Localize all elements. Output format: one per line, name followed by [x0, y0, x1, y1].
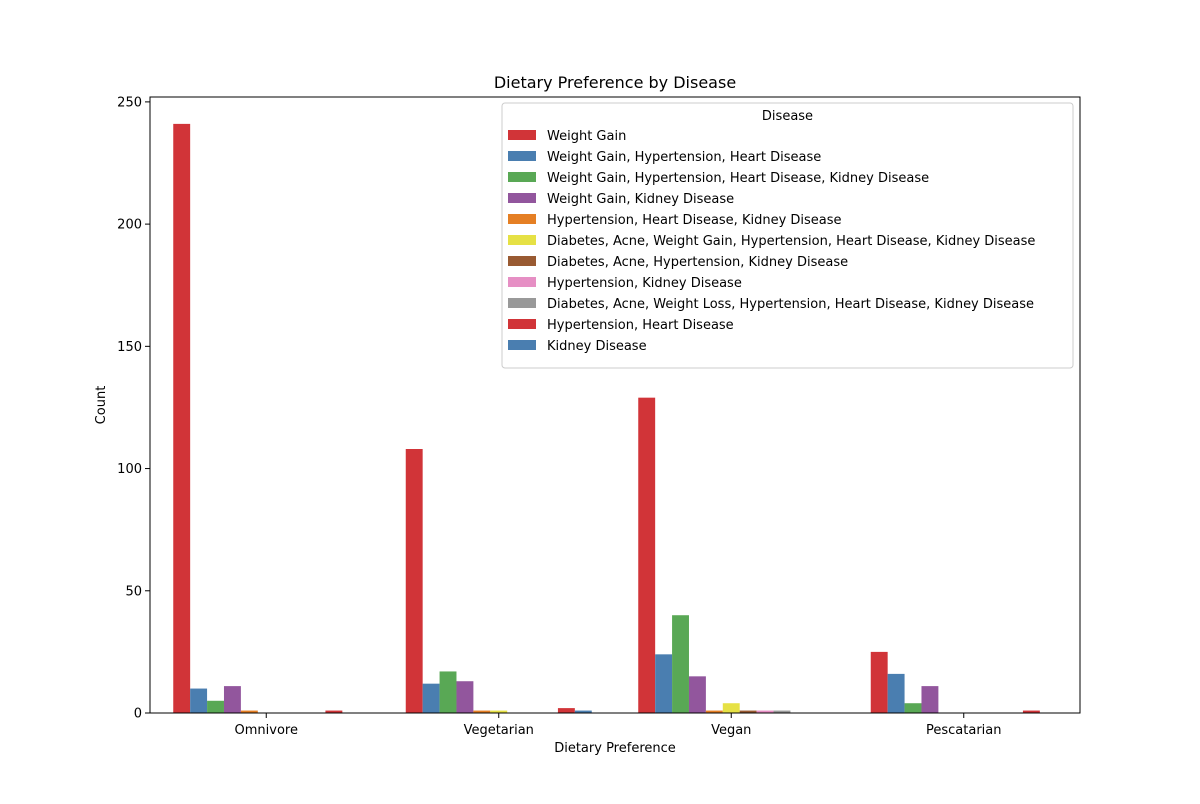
bar [490, 710, 508, 713]
legend-swatch [508, 193, 536, 203]
legend-swatch [508, 151, 536, 161]
legend-swatch [508, 172, 536, 182]
legend-entry: Kidney Disease [547, 339, 647, 354]
bar [557, 708, 575, 713]
bar [456, 681, 474, 713]
x-tick-label: Vegetarian [464, 723, 534, 738]
bar [870, 651, 888, 713]
legend-swatch [508, 319, 536, 329]
legend-title: Disease [762, 109, 813, 124]
legend-swatch [508, 235, 536, 245]
y-axis-label: Count [94, 386, 109, 425]
bar [190, 688, 208, 713]
legend-swatch [508, 256, 536, 266]
x-tick-label: Omnivore [235, 723, 298, 738]
bar [705, 710, 723, 713]
legend-entry: Weight Gain, Hypertension, Heart Disease [547, 150, 821, 165]
legend-entry: Weight Gain [547, 129, 626, 144]
bar [655, 654, 673, 713]
bar [405, 449, 423, 713]
legend-entry: Weight Gain, Kidney Disease [547, 192, 734, 207]
legend-swatch [508, 298, 536, 308]
legend-swatch [508, 130, 536, 140]
y-tick-label: 150 [117, 340, 142, 355]
x-axis-label: Dietary Preference [554, 741, 676, 756]
legend-entry: Hypertension, Heart Disease, Kidney Dise… [547, 213, 842, 228]
bar [739, 710, 757, 713]
chart-title: Dietary Preference by Disease [494, 73, 736, 92]
bar [1022, 710, 1040, 713]
legend-swatch [508, 214, 536, 224]
legend: Disease Weight Gain Weight Gain, Hyperten… [501, 102, 1074, 369]
x-tick-label: Vegan [711, 723, 751, 738]
bars-layer [173, 123, 1040, 713]
legend-swatch [508, 277, 536, 287]
legend-entry: Hypertension, Kidney Disease [547, 276, 742, 291]
bar [473, 710, 491, 713]
bar [773, 710, 791, 713]
y-tick-label: 100 [117, 462, 142, 477]
bar [439, 671, 457, 713]
bar [325, 710, 343, 713]
bar [240, 710, 258, 713]
legend-entry: Diabetes, Acne, Hypertension, Kidney Dis… [547, 255, 848, 270]
legend-swatch [508, 340, 536, 350]
y-tick-label: 250 [117, 95, 142, 110]
legend-frame [501, 102, 1074, 369]
bar [574, 710, 592, 713]
y-tick-label: 0 [134, 707, 142, 722]
x-tick-label: Pescatarian [926, 723, 1002, 738]
bar [672, 615, 689, 713]
plot-frame [149, 96, 1081, 714]
bar [638, 397, 656, 713]
y-tick-label: 200 [117, 218, 142, 233]
legend-entry: Hypertension, Heart Disease [547, 318, 734, 333]
bar [756, 710, 774, 713]
y-tick-label: 50 [125, 584, 142, 599]
legend-entry: Weight Gain, Hypertension, Heart Disease… [547, 171, 929, 186]
bar [904, 703, 922, 713]
legend-entry: Diabetes, Acne, Weight Loss, Hypertensio… [547, 297, 1034, 312]
legend-entry: Diabetes, Acne, Weight Gain, Hypertensio… [547, 234, 1035, 249]
bar [887, 673, 905, 713]
bar [722, 703, 740, 713]
bar [223, 686, 241, 713]
bar [921, 686, 939, 713]
bar [688, 676, 706, 713]
bar [207, 700, 224, 713]
axes-layer: 0 50 100 150 200 250 Omnivore Vegetarian Vegan Pe… [117, 95, 1081, 738]
bar [173, 123, 191, 713]
bar [422, 683, 440, 713]
